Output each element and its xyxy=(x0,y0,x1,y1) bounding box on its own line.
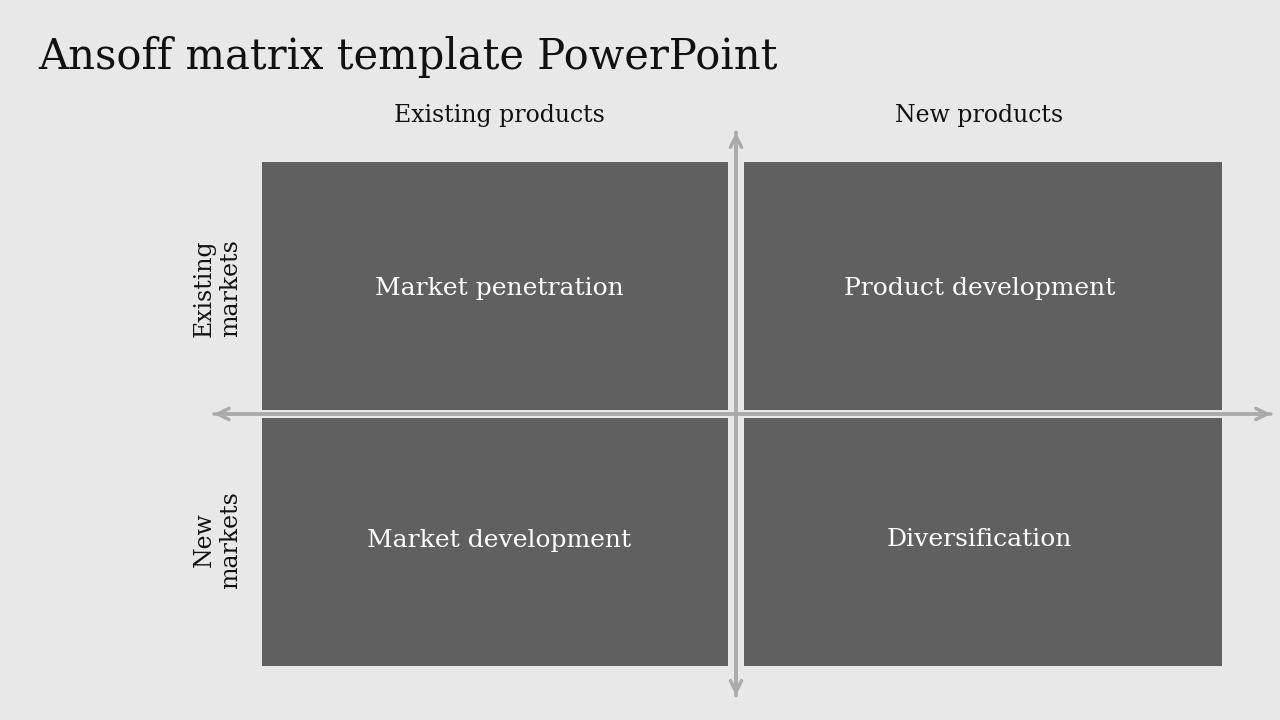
Text: New
markets: New markets xyxy=(193,491,242,589)
Text: Ansoff matrix template PowerPoint: Ansoff matrix template PowerPoint xyxy=(38,36,778,78)
Text: Existing
markets: Existing markets xyxy=(193,239,242,337)
Text: Diversification: Diversification xyxy=(887,528,1071,552)
Text: Market development: Market development xyxy=(367,528,631,552)
Bar xyxy=(262,418,728,666)
Text: Market penetration: Market penetration xyxy=(375,276,623,300)
Text: Product development: Product development xyxy=(844,276,1115,300)
Text: Existing products: Existing products xyxy=(394,104,604,127)
Text: New products: New products xyxy=(895,104,1064,127)
Bar xyxy=(744,418,1222,666)
Bar xyxy=(744,162,1222,410)
Bar xyxy=(262,162,728,410)
